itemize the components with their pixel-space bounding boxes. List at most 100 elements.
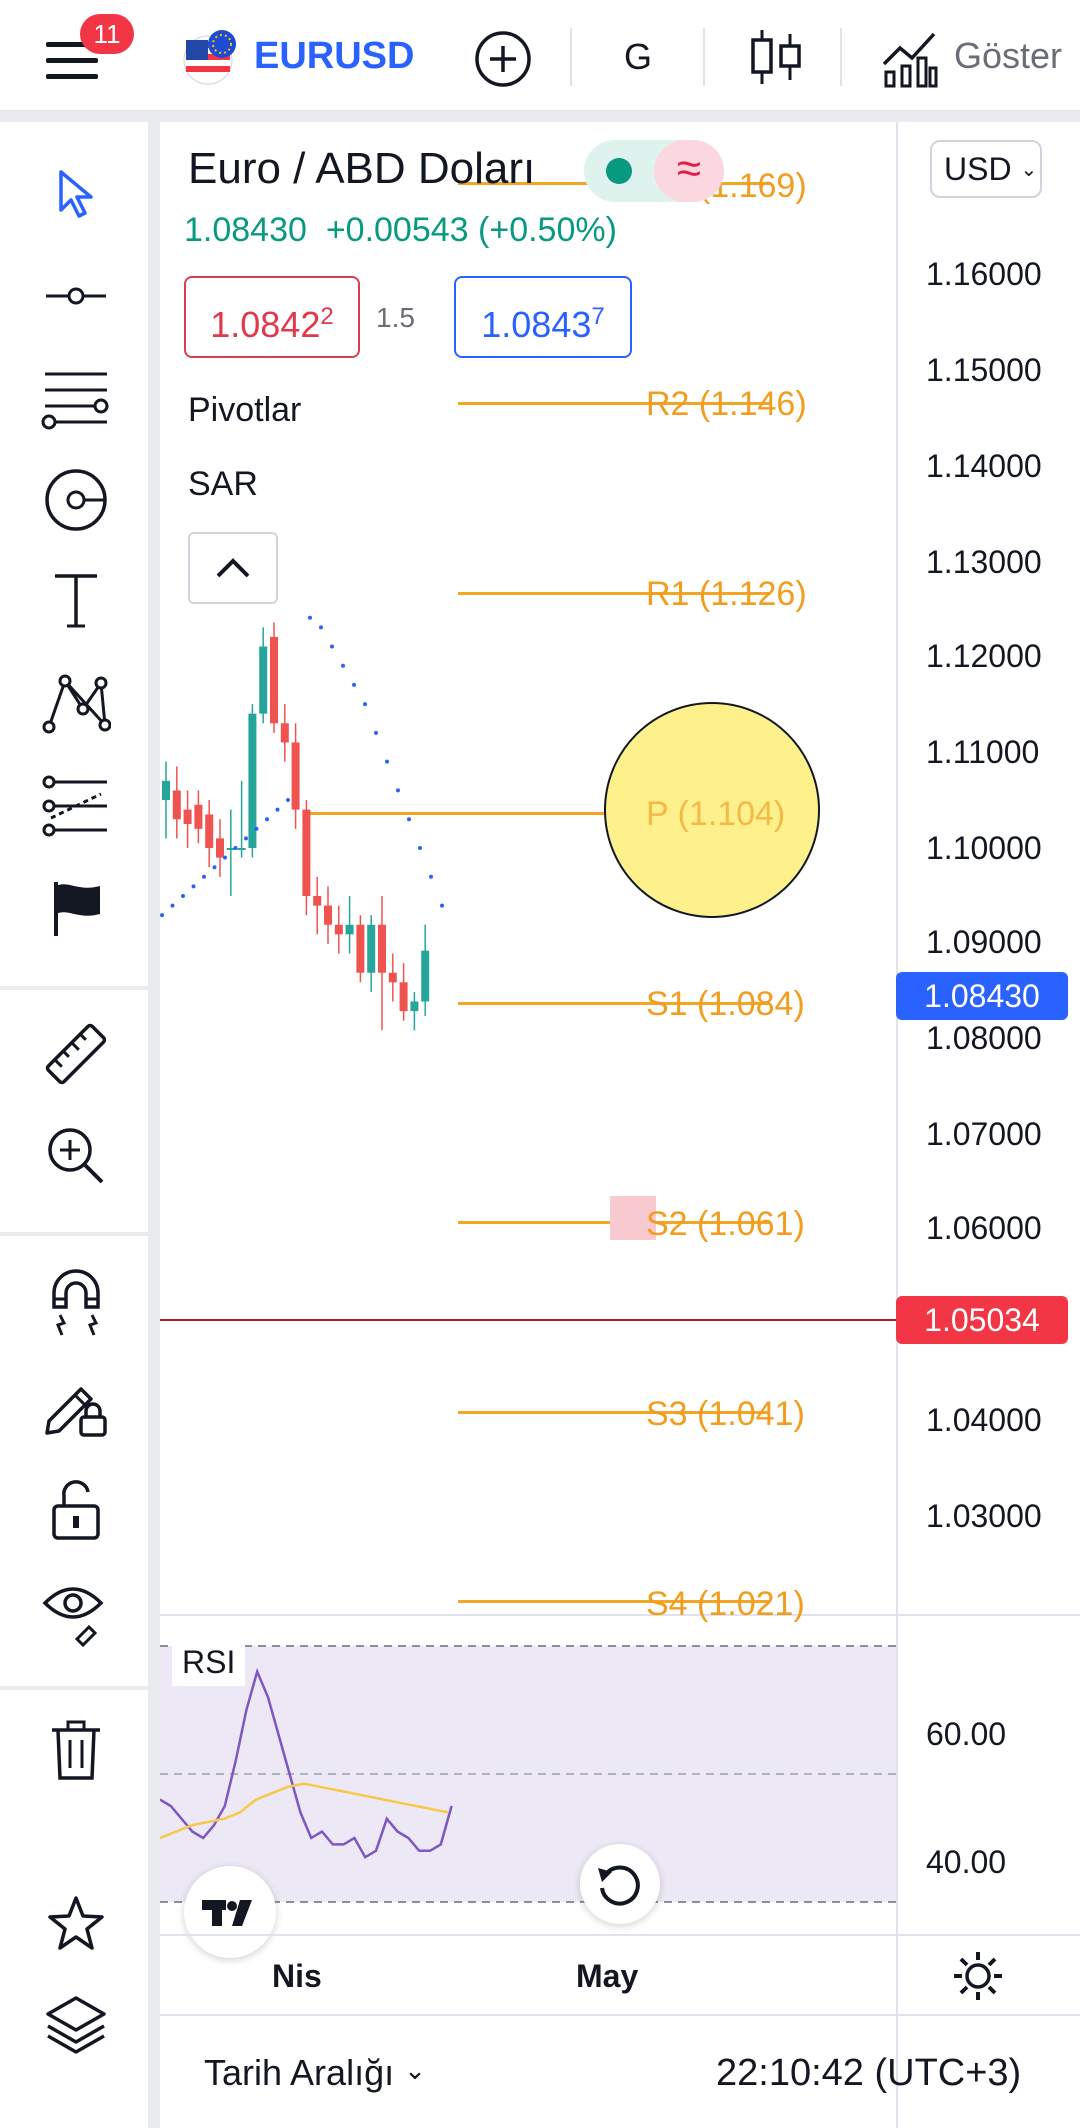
candle-body xyxy=(280,723,289,743)
sar-dot xyxy=(396,788,400,793)
flag-marker-tool[interactable] xyxy=(34,866,118,950)
candle-body xyxy=(421,950,430,1002)
zoom-in-icon xyxy=(48,1128,104,1184)
forecast-tool[interactable] xyxy=(34,764,118,848)
candle-body xyxy=(216,838,224,858)
toolbar-divider xyxy=(0,1232,148,1236)
candle-body xyxy=(367,924,376,973)
price-tick: 1.07000 xyxy=(926,1116,1042,1152)
chevron-down-icon: ⌄ xyxy=(1020,159,1038,181)
circle-target-icon xyxy=(45,469,107,531)
market-status-pill[interactable]: ≈ xyxy=(584,140,724,202)
magnet-tool[interactable] xyxy=(34,1262,118,1346)
candlestick-chart[interactable] xyxy=(160,122,896,1612)
study-label-sar[interactable]: SAR xyxy=(188,465,258,503)
price-tick: 1.12000 xyxy=(926,638,1042,674)
sar-dot xyxy=(286,798,290,803)
symbol-title[interactable]: Euro / ABD Doları xyxy=(188,144,536,193)
candle-body xyxy=(410,1001,419,1012)
eye-icon xyxy=(42,1587,104,1647)
sar-dot xyxy=(202,874,206,879)
toolbar-divider xyxy=(570,28,572,86)
last-price: 1.08430 xyxy=(184,211,307,249)
rsi-chart[interactable] xyxy=(160,1616,896,2056)
chevron-up-icon xyxy=(216,558,250,578)
zoom-in-tool[interactable] xyxy=(34,1114,118,1198)
pane-separator xyxy=(160,1614,1080,1616)
sar-dot xyxy=(191,884,196,889)
price-change: +0.00543 (+0.50%) xyxy=(325,211,617,249)
sar-dot xyxy=(407,817,411,822)
reset-chart-button[interactable] xyxy=(580,1844,660,1924)
fib-retracement-icon xyxy=(41,372,109,430)
ruler-icon xyxy=(45,1023,107,1085)
candle-body xyxy=(183,809,192,825)
pencil-lock-icon xyxy=(45,1387,107,1437)
sar-dot xyxy=(212,865,217,870)
clock-timezone[interactable]: 22:10:42 (UTC+3) xyxy=(716,2052,1022,2094)
sar-dot xyxy=(181,893,185,898)
rsi-label[interactable]: RSI xyxy=(172,1638,246,1686)
candle-body xyxy=(237,848,246,850)
tv-logo-icon xyxy=(202,1900,252,1926)
time-label: May xyxy=(576,1958,639,1994)
tradingview-logo-button[interactable] xyxy=(184,1866,276,1958)
time-label: Nis xyxy=(272,1958,322,1994)
star-icon xyxy=(48,1896,104,1950)
price-tick: 1.09000 xyxy=(926,924,1042,960)
chart-panel[interactable]: R3 (1.169) R2 (1.146) R1 (1.126) S1 (1.0… xyxy=(160,122,1080,2128)
measure-tool[interactable] xyxy=(34,1012,118,1096)
candle-body xyxy=(388,972,397,983)
date-range-button[interactable]: Tarih Aralığı ⌄ xyxy=(204,2048,426,2098)
remove-drawings-tool[interactable] xyxy=(34,1708,118,1792)
price-tick: 1.04000 xyxy=(926,1402,1042,1438)
rsi-ma-line xyxy=(160,1782,449,1840)
text-tool[interactable] xyxy=(34,558,118,642)
fib-tool[interactable] xyxy=(34,356,118,440)
visibility-tool[interactable] xyxy=(34,1570,118,1654)
object-tree-tool[interactable] xyxy=(34,1982,118,2066)
candle-body xyxy=(356,924,365,973)
trash-icon xyxy=(52,1720,100,1780)
sar-dot xyxy=(374,730,378,735)
bottom-bar-border xyxy=(160,2014,1080,2016)
candle-body xyxy=(172,790,181,820)
xabcd-pattern-tool[interactable] xyxy=(34,660,118,744)
pivot-line-s1 xyxy=(458,1002,770,1005)
sell-button[interactable]: 1.08422 xyxy=(184,276,360,358)
highlight-marker xyxy=(610,1196,656,1240)
last-price-label: 1.08430 xyxy=(896,972,1068,1020)
text-t-icon xyxy=(55,574,97,628)
sar-dot xyxy=(223,855,227,860)
indicators-button[interactable]: Göster xyxy=(880,24,1080,90)
trend-line-tool[interactable] xyxy=(34,254,118,338)
cursor-tool[interactable] xyxy=(34,152,118,236)
sar-dot xyxy=(160,913,164,918)
candle-body xyxy=(324,905,332,925)
study-label-pivots[interactable]: Pivotlar xyxy=(188,391,302,429)
reset-icon xyxy=(598,1865,640,1906)
pattern-tool[interactable] xyxy=(34,458,118,542)
crosshair-line xyxy=(160,1319,896,1321)
sar-dot xyxy=(352,682,356,687)
menu-button[interactable]: 11 xyxy=(36,14,134,90)
realtime-data-icon: ≈ xyxy=(654,140,724,202)
plus-circle-icon xyxy=(475,31,531,87)
price-tick: 1.06000 xyxy=(926,1210,1042,1246)
candle-body xyxy=(162,780,170,801)
lock-drawings-tool[interactable] xyxy=(34,1364,118,1448)
flag-icon xyxy=(54,882,100,936)
collapse-legend-button[interactable] xyxy=(188,532,278,604)
indicators-label: Göster xyxy=(954,35,1063,76)
chart-settings-button[interactable] xyxy=(950,1948,1006,2004)
compare-symbol-button[interactable] xyxy=(470,26,536,92)
interval-button[interactable]: G xyxy=(623,36,652,77)
symbol-search-button[interactable]: EURUSD xyxy=(180,24,420,90)
currency-select[interactable]: USD ⌄ xyxy=(930,140,1042,198)
pivot-line-p xyxy=(308,812,770,815)
chart-type-button[interactable] xyxy=(740,24,812,90)
buy-button[interactable]: 1.08437 xyxy=(454,276,632,358)
cursor-arrow-icon xyxy=(59,170,93,218)
favorites-tool[interactable] xyxy=(34,1882,118,1966)
unlock-tool[interactable] xyxy=(34,1468,118,1552)
